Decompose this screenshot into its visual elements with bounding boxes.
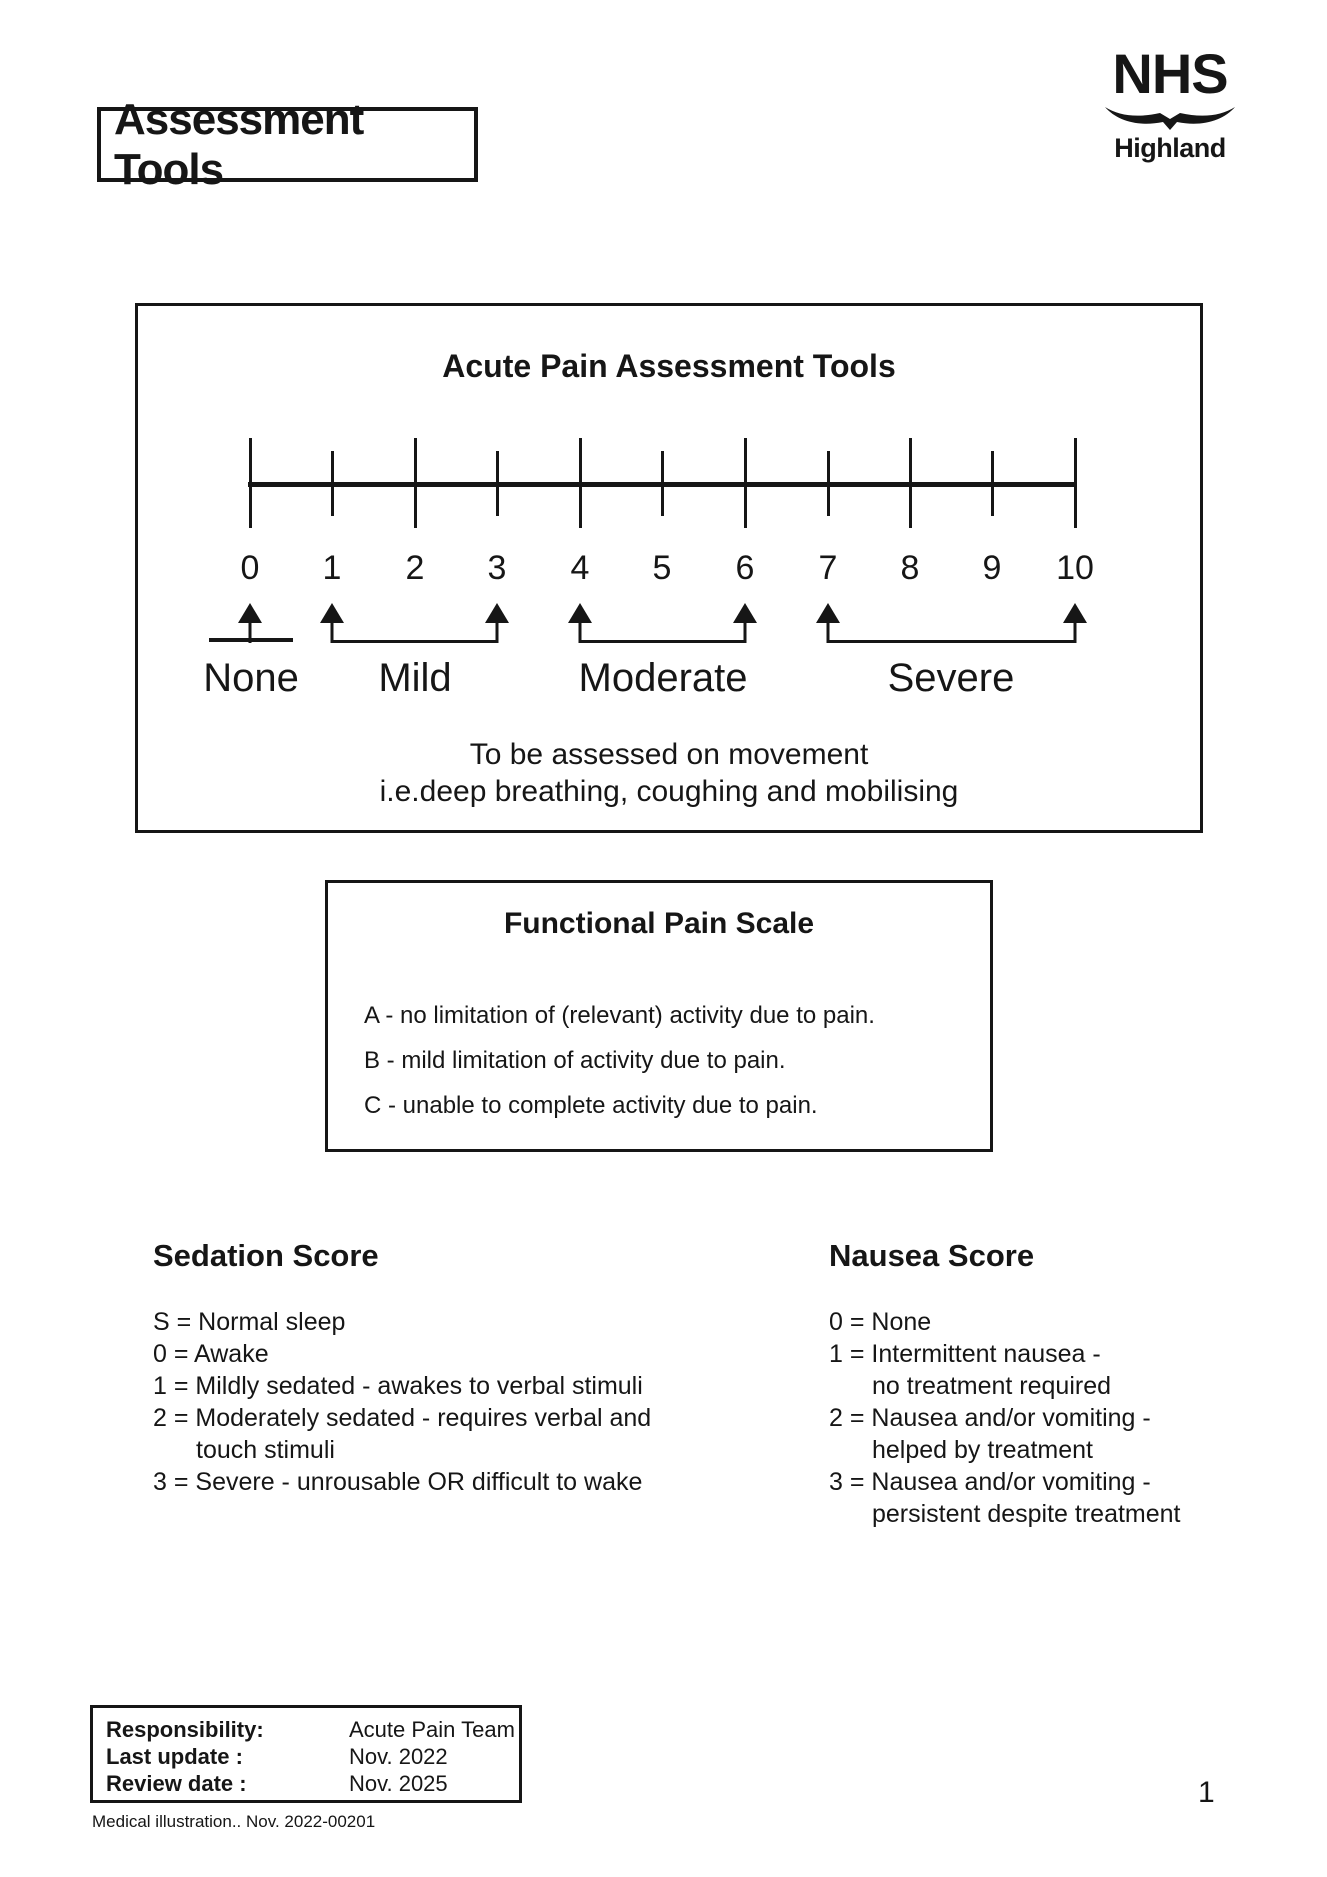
acute-pain-panel: Acute Pain Assessment Tools 0 1 2 3 4 5 … [135,303,1203,833]
last-update-label: Last update : [106,1744,243,1769]
up-arrow-icon [238,603,262,623]
moderate-range-line [580,640,745,643]
nausea-line: 2 = Nausea and/or vomiting - [829,1404,1151,1432]
up-arrow-icon [568,603,592,623]
sedation-score-title: Sedation Score [153,1238,379,1273]
range-label-severe: Severe [887,656,1015,700]
scale-tick-9 [991,451,994,516]
assessment-note: To be assessed on movement i.e.deep brea… [138,736,1200,810]
nausea-line-continuation: no treatment required [872,1372,1112,1400]
page-title: Assessment Tools [114,94,364,194]
responsibility-value: Acute Pain Team [349,1717,515,1742]
range-label-none: None [203,656,299,700]
review-date-value: Nov. 2025 [349,1771,448,1796]
scale-tick-6 [744,438,747,528]
nausea-line-continuation: helped by treatment [872,1436,1093,1464]
scale-number: 5 [652,549,672,587]
range-label-mild: Mild [378,656,452,700]
fps-item-b: B - mild limitation of activity due to p… [364,1047,786,1074]
functional-pain-scale-items: A - no limitation of (relevant) activity… [364,993,875,1128]
scale-number: 1 [322,549,342,587]
sedation-line: S = Normal sleep [153,1308,346,1336]
last-update-value: Nov. 2022 [349,1744,448,1769]
sedation-line: 2 = Moderately sedated - requires verbal… [153,1404,652,1432]
scale-tick-8 [909,438,912,528]
nausea-score-title: Nausea Score [829,1238,1035,1273]
document-reference: Medical illustration.. Nov. 2022-00201 [92,1812,376,1831]
scale-number: 4 [570,549,590,587]
scale-number: 9 [982,549,1002,587]
arrow-stem [578,621,582,643]
up-arrow-icon [816,603,840,623]
scale-tick-10 [1074,438,1077,528]
review-date-label: Review date : [106,1771,247,1796]
scale-tick-3 [496,451,499,516]
nhs-region-text: Highland [1114,133,1226,163]
scale-number: 2 [405,549,425,587]
scale-tick-5 [661,451,664,516]
nhs-swoosh-icon [1105,107,1235,130]
scale-tick-1 [331,451,334,516]
responsibility-label: Responsibility: [106,1717,264,1742]
functional-pain-scale-title: Functional Pain Scale [503,907,815,940]
arrow-stem [330,621,334,643]
sedation-line: 0 = Awake [153,1340,269,1368]
nhs-logo-text: NHS [1112,42,1228,105]
sedation-line: 3 = Severe - unrousable OR difficult to … [153,1468,643,1496]
nausea-line: 1 = Intermittent nausea - [829,1340,1101,1368]
sedation-line-continuation: touch stimuli [196,1436,335,1464]
scale-number: 6 [735,549,755,587]
none-range-line [209,638,293,642]
up-arrow-icon [1063,603,1087,623]
page-title-box: Assessment Tools [97,95,478,194]
nausea-score-list: 0 = None 1 = Intermittent nausea - no tr… [829,1306,1181,1530]
functional-pain-scale-panel: Functional Pain Scale A - no limitation … [325,880,993,1152]
fps-item-a: A - no limitation of (relevant) activity… [364,1002,875,1029]
mild-range-line [332,640,497,643]
nausea-line-continuation: persistent despite treatment [872,1500,1181,1528]
scale-number: 7 [818,549,838,587]
assessment-note-line2: i.e.deep breathing, coughing and mobilis… [379,775,959,808]
nhs-highland-logo: NHS Highland [1102,46,1238,164]
arrow-stem [248,621,252,643]
nausea-line: 0 = None [829,1308,932,1336]
sedation-line: 1 = Mildly sedated - awakes to verbal st… [153,1372,643,1400]
arrow-stem [495,621,499,643]
up-arrow-icon [320,603,344,623]
scale-number: 3 [487,549,507,587]
scale-tick-4 [579,438,582,528]
nausea-line: 3 = Nausea and/or vomiting - [829,1468,1151,1496]
arrow-stem [826,621,830,643]
scale-number: 8 [900,549,920,587]
up-arrow-icon [733,603,757,623]
scale-tick-7 [827,451,830,516]
responsibility-table: Responsibility: Acute Pain Team Last upd… [90,1705,522,1803]
severe-range-line [828,640,1075,643]
sedation-score-list: S = Normal sleep 0 = Awake 1 = Mildly se… [153,1306,651,1498]
scale-number: 0 [240,549,260,587]
arrow-stem [1073,621,1077,643]
arrow-stem [743,621,747,643]
page-number: 1 [1198,1776,1215,1809]
scale-tick-2 [414,438,417,528]
scale-tick-0 [249,438,252,528]
acute-pain-title: Acute Pain Assessment Tools [442,348,896,384]
scale-number: 10 [1056,549,1094,587]
assessment-note-line1: To be assessed on movement [469,738,869,771]
range-label-moderate: Moderate [578,656,748,700]
fps-item-c: C - unable to complete activity due to p… [364,1092,818,1119]
up-arrow-icon [485,603,509,623]
